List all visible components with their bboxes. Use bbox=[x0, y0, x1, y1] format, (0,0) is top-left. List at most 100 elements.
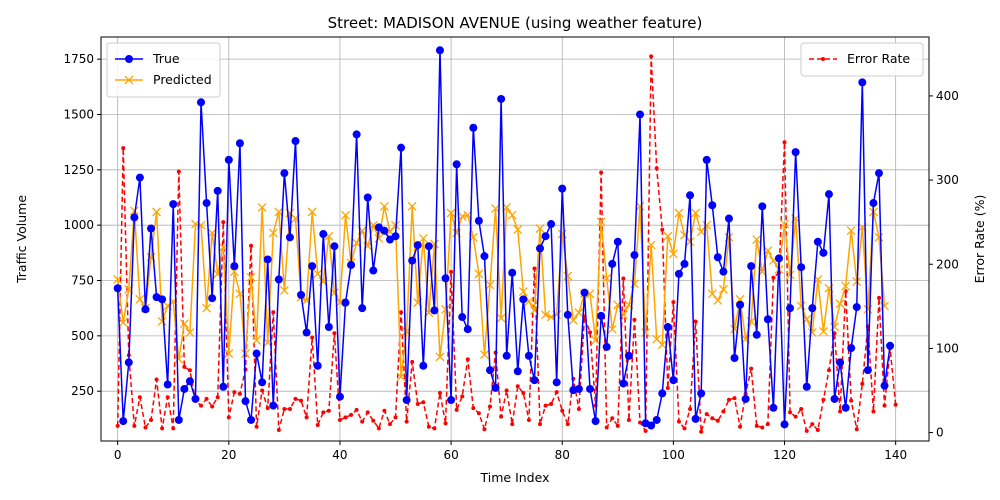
point-true bbox=[541, 232, 550, 241]
point-error-rate bbox=[688, 407, 693, 412]
point-true bbox=[452, 160, 461, 169]
series-layer bbox=[113, 46, 898, 434]
point-true bbox=[291, 137, 300, 146]
point-true bbox=[774, 254, 783, 263]
point-error-rate bbox=[893, 402, 898, 407]
point-error-rate bbox=[187, 368, 192, 373]
point-predicted bbox=[174, 354, 184, 364]
point-error-rate bbox=[487, 404, 492, 409]
point-error-rate bbox=[849, 398, 854, 403]
legend-marker-error-rate bbox=[821, 57, 825, 61]
point-error-rate bbox=[382, 408, 387, 413]
point-true bbox=[874, 169, 883, 178]
point-error-rate bbox=[343, 415, 348, 420]
point-predicted bbox=[113, 274, 123, 284]
point-true bbox=[530, 376, 539, 385]
point-predicted bbox=[607, 324, 617, 334]
point-true bbox=[280, 169, 289, 178]
point-error-rate bbox=[354, 407, 359, 412]
point-error-rate bbox=[437, 391, 442, 396]
point-true bbox=[730, 353, 739, 362]
point-error-rate bbox=[649, 54, 654, 59]
point-error-rate bbox=[576, 407, 581, 412]
point-true bbox=[408, 256, 417, 265]
point-true bbox=[480, 252, 489, 261]
point-true bbox=[135, 173, 144, 182]
point-error-rate bbox=[793, 414, 798, 419]
legend-marker-true bbox=[125, 55, 133, 63]
point-predicted bbox=[602, 273, 612, 283]
point-true bbox=[613, 237, 622, 246]
point-true bbox=[163, 380, 172, 389]
point-error-rate bbox=[499, 414, 504, 419]
point-predicted bbox=[780, 219, 789, 229]
point-true bbox=[130, 213, 139, 222]
point-true bbox=[147, 224, 156, 233]
point-true bbox=[119, 417, 128, 426]
point-error-rate bbox=[287, 407, 292, 412]
point-true bbox=[758, 202, 767, 211]
point-error-rate bbox=[732, 396, 737, 401]
point-true bbox=[869, 199, 878, 208]
y2-tick-label: 300 bbox=[936, 173, 959, 187]
point-error-rate bbox=[676, 419, 681, 424]
point-error-rate bbox=[621, 276, 626, 281]
point-error-rate bbox=[632, 317, 637, 322]
point-error-rate bbox=[538, 422, 543, 427]
point-error-rate bbox=[882, 403, 887, 408]
point-predicted bbox=[496, 313, 506, 323]
point-predicted bbox=[807, 328, 817, 337]
point-error-rate bbox=[710, 416, 715, 421]
x-tick-label: 100 bbox=[662, 448, 685, 462]
point-true bbox=[824, 190, 833, 199]
point-predicted bbox=[407, 201, 417, 211]
x-axis-title: Time Index bbox=[480, 470, 550, 485]
point-true bbox=[652, 415, 661, 424]
point-error-rate bbox=[626, 417, 631, 422]
point-error-rate bbox=[182, 364, 187, 369]
point-true bbox=[352, 130, 361, 139]
point-true bbox=[263, 255, 272, 264]
point-predicted bbox=[835, 299, 845, 309]
point-error-rate bbox=[299, 398, 304, 403]
point-error-rate bbox=[371, 418, 376, 423]
point-true bbox=[224, 155, 233, 164]
point-true bbox=[219, 382, 228, 391]
point-true bbox=[713, 253, 722, 262]
point-error-rate bbox=[549, 401, 554, 406]
point-true bbox=[391, 232, 400, 241]
point-true bbox=[880, 381, 889, 390]
point-true bbox=[563, 310, 572, 319]
point-predicted bbox=[307, 207, 317, 217]
point-true bbox=[630, 251, 639, 260]
point-true bbox=[808, 304, 817, 313]
point-true bbox=[819, 248, 828, 257]
point-predicted bbox=[241, 349, 250, 359]
y2-tick-label: 0 bbox=[936, 426, 944, 440]
point-error-rate bbox=[788, 410, 793, 415]
point-error-rate bbox=[726, 397, 731, 402]
point-true bbox=[469, 123, 478, 132]
point-true bbox=[691, 414, 700, 423]
point-error-rate bbox=[143, 425, 148, 430]
point-true bbox=[886, 341, 895, 350]
point-error-rate bbox=[532, 266, 537, 271]
y-tick-label: 1750 bbox=[63, 52, 94, 66]
point-true bbox=[213, 186, 222, 195]
point-predicted bbox=[541, 310, 551, 320]
point-predicted bbox=[129, 206, 139, 216]
point-true bbox=[791, 148, 800, 157]
point-error-rate bbox=[615, 423, 620, 428]
point-error-rate bbox=[699, 429, 704, 434]
point-predicted bbox=[596, 217, 606, 227]
point-error-rate bbox=[426, 424, 431, 429]
point-true bbox=[497, 94, 506, 103]
point-error-rate bbox=[754, 423, 759, 428]
point-error-rate bbox=[871, 409, 876, 414]
point-predicted bbox=[713, 295, 723, 305]
point-error-rate bbox=[215, 395, 220, 400]
point-predicted bbox=[379, 201, 389, 211]
point-true bbox=[841, 403, 850, 412]
point-error-rate bbox=[165, 395, 170, 400]
point-true bbox=[347, 261, 356, 270]
